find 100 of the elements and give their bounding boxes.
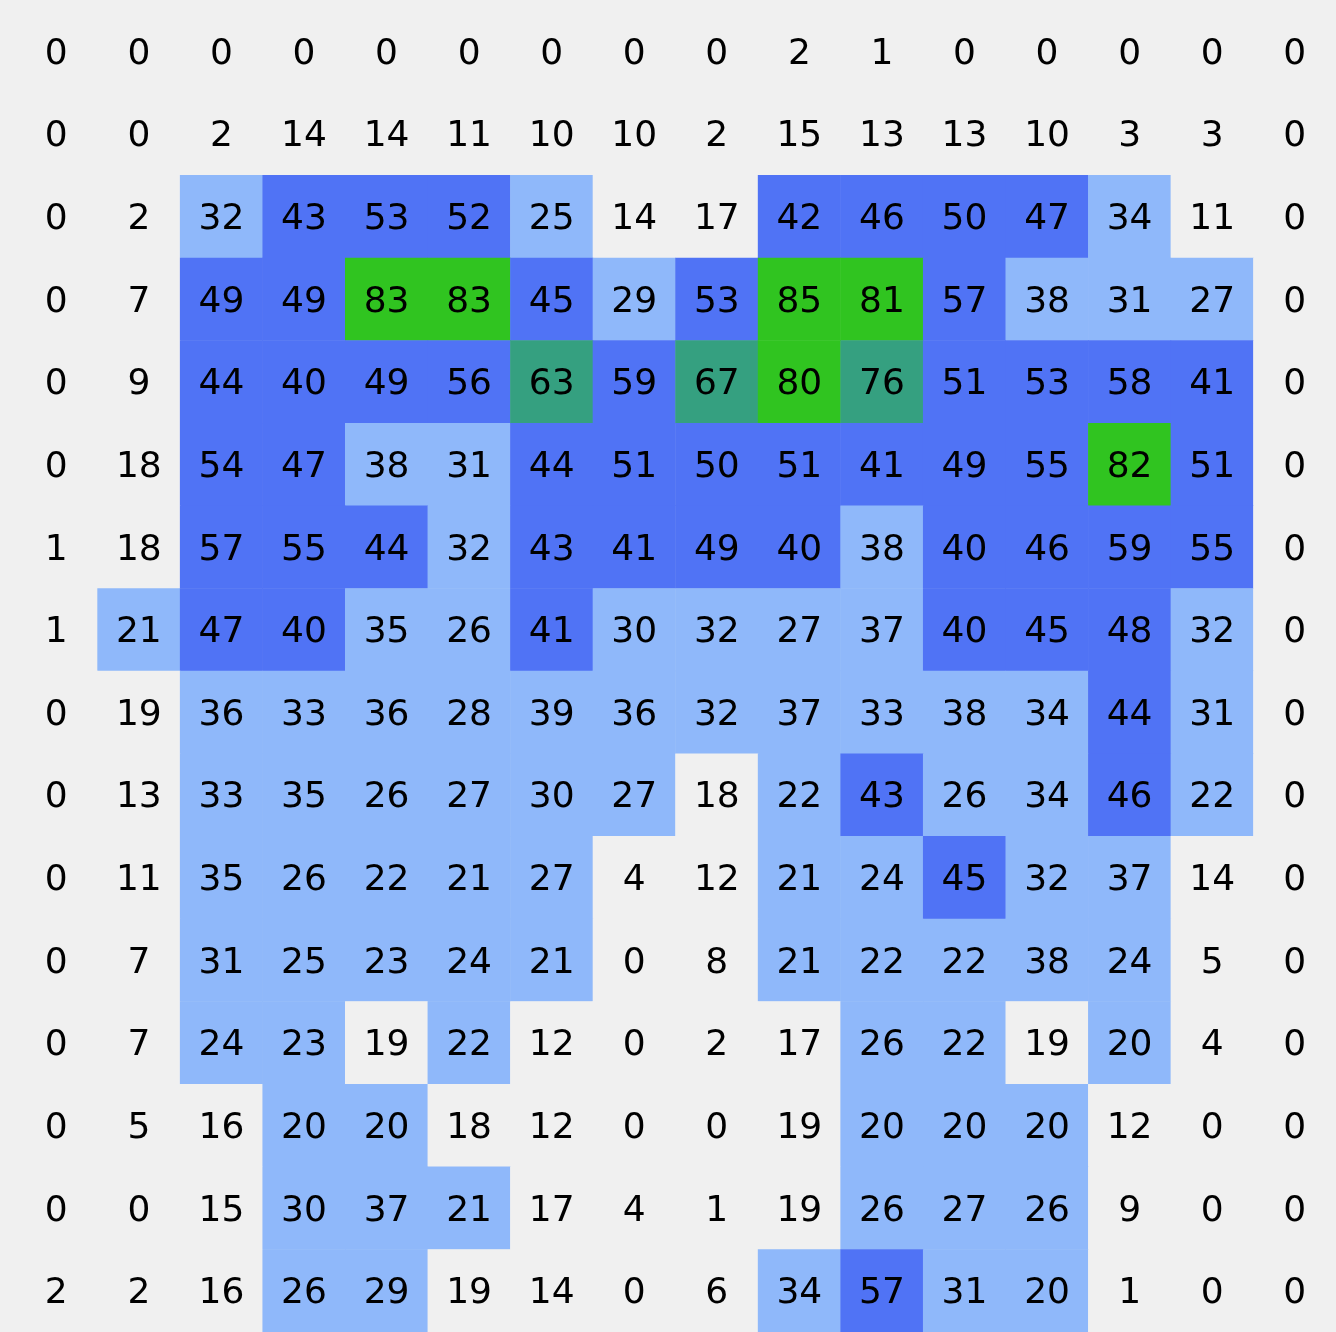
data-label: 21 — [776, 939, 823, 981]
data-label: 76 — [859, 361, 905, 403]
data-label: 57 — [198, 526, 245, 568]
data-label: 14 — [281, 113, 327, 155]
data-label: 21 — [776, 857, 823, 899]
data-label: 58 — [1106, 361, 1153, 403]
data-label: 0 — [1283, 691, 1307, 733]
data-label: 26 — [446, 609, 492, 651]
data-label: 17 — [693, 196, 740, 238]
data-label: 83 — [363, 278, 410, 320]
data-label: 38 — [363, 443, 410, 485]
data-label: 28 — [446, 691, 492, 733]
data-label: 20 — [1024, 1104, 1070, 1146]
data-label: 49 — [941, 443, 988, 485]
data-label: 19 — [776, 1104, 823, 1146]
data-label: 50 — [941, 196, 988, 238]
data-label: 38 — [1024, 278, 1070, 320]
data-label: 24 — [859, 857, 905, 899]
data-label: 1 — [1118, 1270, 1142, 1312]
data-label: 57 — [859, 1270, 905, 1312]
data-label: 14 — [363, 113, 410, 155]
data-label: 6 — [705, 1270, 729, 1312]
data-label: 46 — [859, 196, 905, 238]
data-label: 25 — [528, 196, 575, 238]
data-label: 27 — [446, 774, 492, 816]
data-label: 0 — [1283, 526, 1307, 568]
data-label: 0 — [1283, 30, 1307, 72]
data-label: 26 — [1024, 1187, 1070, 1229]
data-label: 11 — [115, 857, 162, 899]
data-label: 2 — [209, 113, 233, 155]
data-label: 16 — [198, 1270, 245, 1312]
data-label: 82 — [1106, 443, 1153, 485]
data-label: 11 — [446, 113, 492, 155]
data-label: 41 — [528, 609, 575, 651]
data-label: 11 — [1189, 196, 1236, 238]
data-label: 38 — [941, 691, 988, 733]
data-label: 5 — [127, 1104, 151, 1146]
data-label: 26 — [363, 774, 410, 816]
data-label: 38 — [859, 526, 905, 568]
data-label: 51 — [1189, 443, 1236, 485]
data-label: 48 — [1106, 609, 1153, 651]
data-label: 23 — [363, 939, 410, 981]
data-label: 0 — [457, 30, 481, 72]
data-label: 19 — [115, 691, 162, 733]
data-label: 4 — [1200, 1022, 1224, 1064]
data-label: 18 — [446, 1104, 492, 1146]
data-label: 45 — [941, 857, 988, 899]
data-label: 0 — [1118, 30, 1142, 72]
data-label: 20 — [281, 1104, 327, 1146]
data-label: 21 — [528, 939, 575, 981]
data-label: 0 — [127, 113, 151, 155]
data-label: 42 — [776, 196, 823, 238]
data-label: 12 — [528, 1104, 575, 1146]
data-label: 4 — [622, 1187, 646, 1229]
data-label: 0 — [1283, 1187, 1307, 1229]
data-label: 46 — [1024, 526, 1070, 568]
data-label: 35 — [281, 774, 327, 816]
data-label: 81 — [859, 278, 905, 320]
data-label: 10 — [1024, 113, 1070, 155]
data-label: 55 — [1024, 443, 1070, 485]
data-label: 32 — [198, 196, 245, 238]
data-label: 26 — [281, 857, 327, 899]
data-label: 0 — [1283, 196, 1307, 238]
data-label: 0 — [622, 1270, 646, 1312]
data-label: 0 — [705, 1104, 729, 1146]
data-label: 50 — [693, 443, 740, 485]
data-label: 12 — [528, 1022, 575, 1064]
data-label: 0 — [44, 30, 68, 72]
data-label: 0 — [292, 30, 316, 72]
data-label: 14 — [611, 196, 658, 238]
data-label: 20 — [1106, 1022, 1153, 1064]
data-label: 44 — [363, 526, 410, 568]
data-label: 31 — [1106, 278, 1153, 320]
data-label: 31 — [941, 1270, 988, 1312]
data-label: 40 — [941, 609, 988, 651]
data-label: 0 — [1283, 1022, 1307, 1064]
data-label: 13 — [859, 113, 905, 155]
data-label: 20 — [859, 1104, 905, 1146]
data-label: 12 — [693, 857, 740, 899]
data-label: 12 — [1106, 1104, 1153, 1146]
data-label: 34 — [1106, 196, 1153, 238]
data-label: 27 — [611, 774, 658, 816]
data-label: 41 — [859, 443, 905, 485]
data-label: 0 — [44, 939, 68, 981]
data-label: 19 — [1024, 1022, 1070, 1064]
data-label: 1 — [44, 526, 68, 568]
data-label: 1 — [705, 1187, 729, 1229]
data-label: 0 — [44, 196, 68, 238]
data-label: 18 — [115, 443, 162, 485]
data-label: 0 — [1035, 30, 1059, 72]
data-label: 2 — [787, 30, 811, 72]
data-label: 9 — [127, 361, 151, 403]
data-label: 21 — [115, 609, 162, 651]
data-label: 0 — [622, 1104, 646, 1146]
data-label: 0 — [622, 939, 646, 981]
data-label: 32 — [1024, 857, 1070, 899]
data-label: 1 — [870, 30, 894, 72]
data-label: 38 — [1024, 939, 1070, 981]
data-label: 53 — [693, 278, 740, 320]
data-label: 22 — [941, 939, 988, 981]
